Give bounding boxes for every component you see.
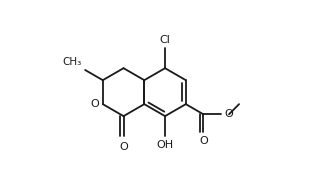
Text: O: O bbox=[199, 136, 208, 146]
Text: O: O bbox=[119, 142, 128, 151]
Text: OH: OH bbox=[156, 140, 174, 150]
Text: O: O bbox=[224, 109, 233, 119]
Text: CH₃: CH₃ bbox=[62, 57, 81, 67]
Text: Cl: Cl bbox=[160, 35, 171, 45]
Text: O: O bbox=[90, 99, 99, 109]
